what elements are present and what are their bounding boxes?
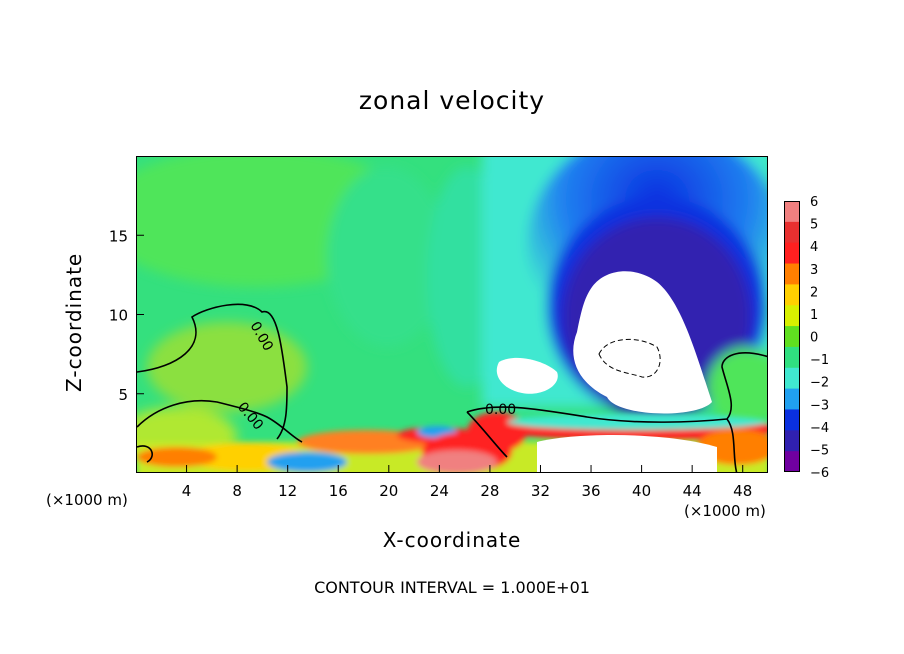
- speed-core-white: [573, 271, 712, 414]
- colorbar-label: −1: [810, 353, 829, 368]
- x-tick-label: 12: [278, 482, 297, 500]
- y-tick-label: 15: [109, 227, 128, 245]
- x-tick-label: 24: [430, 482, 449, 500]
- contour-interval-note: CONTOUR INTERVAL = 1.000E+01: [314, 578, 590, 597]
- colorbar-label: 5: [810, 218, 818, 233]
- contour-label: 0.00: [485, 402, 516, 418]
- x-tick-label: 48: [733, 482, 752, 500]
- x-tick-label: 32: [531, 482, 550, 500]
- y-tick-label: 5: [118, 386, 128, 404]
- y-axis-label: Z-coordinate: [62, 252, 86, 392]
- colorbar-swatch: [784, 430, 800, 452]
- x-tick-label: 8: [232, 482, 242, 500]
- plot-area: 0.00 0.00 0.00: [136, 156, 768, 473]
- colorbar-label: 1: [810, 308, 818, 323]
- colorbar-label: 0: [810, 331, 818, 346]
- colorbar-swatch: [784, 388, 800, 410]
- colorbar-swatch: [784, 221, 800, 244]
- x-tick-label: 20: [379, 482, 398, 500]
- colorbar-swatch: [784, 326, 800, 348]
- colorbar-swatch: [784, 305, 800, 327]
- x-tick-label: 40: [632, 482, 651, 500]
- x-tick-label: 36: [581, 482, 600, 500]
- contour-lines: [137, 303, 767, 472]
- colorbar-label: −3: [810, 398, 829, 413]
- y-tick-label: 10: [109, 307, 128, 325]
- x-tick-label: 44: [683, 482, 702, 500]
- x-units-left: (×1000 m): [46, 491, 128, 509]
- velocity-field: 0.00 0.00 0.00: [137, 157, 767, 472]
- colorbar-swatch: [784, 346, 800, 369]
- chart-title: zonal velocity: [358, 86, 546, 115]
- colorbar-swatch: [784, 201, 800, 223]
- dashed-contour: [598, 338, 661, 378]
- x-units-right: (×1000 m): [684, 502, 766, 520]
- colorbar-swatch: [784, 367, 800, 390]
- x-tick-label: 16: [329, 482, 348, 500]
- colorbar: [784, 201, 800, 472]
- colorbar-label: −2: [810, 376, 829, 391]
- y-axis-ticks: 5 10 15: [109, 227, 144, 404]
- colorbar-label: 4: [810, 240, 818, 255]
- colorbar-swatch: [784, 284, 800, 306]
- colorbar-label: −5: [810, 443, 829, 458]
- x-axis-ticks: 4 8 12 16 20 24 28 32 36 40 44 48: [182, 465, 752, 500]
- x-tick-label: 28: [480, 482, 499, 500]
- colorbar-label: 6: [810, 195, 818, 210]
- colorbar-swatch: [784, 451, 800, 472]
- colorbar-swatch: [784, 409, 800, 431]
- colorbar-label: −6: [810, 466, 829, 481]
- speed-lobe-white: [496, 357, 558, 394]
- boundary-layer: [137, 412, 767, 472]
- colorbar-swatch: [784, 242, 800, 265]
- colorbar-labels: 6 5 4 3 2 1 0 −1 −2 −3 −4 −5 −6: [810, 195, 829, 481]
- x-tick-label: 4: [182, 482, 192, 500]
- near-surface-white: [537, 435, 717, 472]
- colorbar-swatch: [784, 263, 800, 285]
- colorbar-label: 2: [810, 285, 818, 300]
- colorbar-label: 3: [810, 263, 818, 278]
- x-axis-label: X-coordinate: [382, 528, 522, 552]
- colorbar-label: −4: [810, 421, 829, 436]
